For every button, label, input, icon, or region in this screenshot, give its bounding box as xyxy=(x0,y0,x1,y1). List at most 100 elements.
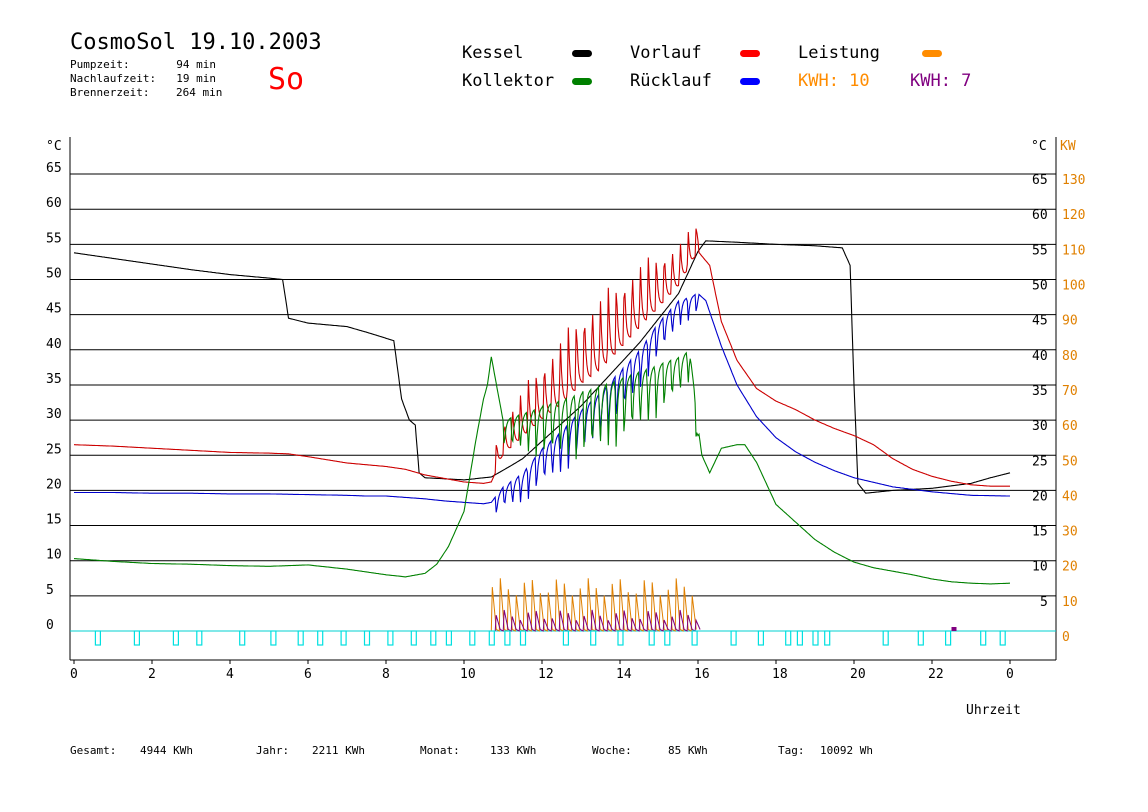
x-tick-label: 22 xyxy=(928,667,944,682)
series-line-r-cklauf xyxy=(74,293,1010,513)
x-tick-label: 2 xyxy=(148,667,156,682)
footer-label-tag: Tag: xyxy=(778,744,805,757)
x-tick-label: 8 xyxy=(382,667,390,682)
y-tick-left: 40 xyxy=(46,337,62,352)
burner-pulse xyxy=(363,630,371,646)
tick-labels: °C °C KWUhrzeit051015202530354045505560655… xyxy=(46,139,1085,718)
data-series xyxy=(73,228,1011,646)
burner-pulse xyxy=(519,630,527,646)
burner-pulse xyxy=(617,630,624,646)
y-tick-right-celsius: 40 xyxy=(1032,349,1048,364)
y-tick-right-kw: 50 xyxy=(1062,454,1078,469)
y-tick-right-kw: 0 xyxy=(1062,630,1070,645)
y-tick-right-celsius: 60 xyxy=(1032,208,1048,223)
series-line-kessel xyxy=(73,240,1011,494)
y-tick-right-kw: 10 xyxy=(1062,595,1078,610)
burner-pulse xyxy=(917,630,924,646)
series-spikes-kwh-7 xyxy=(494,609,701,632)
burner-pulse xyxy=(785,630,792,646)
y-tick-right-kw: 70 xyxy=(1062,384,1078,399)
y-tick-left: 30 xyxy=(46,407,62,422)
legend-label-kessel: Kessel xyxy=(462,43,524,63)
y-tick-right-celsius: 5 xyxy=(1040,595,1048,610)
legend-label-kwh-secondary: KWH: 7 xyxy=(910,71,972,91)
y-tick-right-kw: 30 xyxy=(1062,525,1078,540)
y-tick-left: 60 xyxy=(46,196,62,211)
burner-pulse xyxy=(387,630,394,646)
grid-lines xyxy=(70,173,1056,597)
x-tick-label: 6 xyxy=(304,667,312,682)
burner-pulse xyxy=(172,630,179,646)
x-tick-label: 18 xyxy=(772,667,788,682)
burner-pulse xyxy=(944,630,952,646)
y-tick-right-celsius: 30 xyxy=(1032,419,1048,434)
burner-pulse xyxy=(757,630,765,646)
footer-label-gesamt: Gesamt: xyxy=(70,744,117,757)
y-tick-right-kw: 100 xyxy=(1062,279,1085,294)
footer-label-woche: Woche: xyxy=(592,744,632,757)
footer-value-woche: 85 KWh xyxy=(668,744,708,757)
y-tick-left: 5 xyxy=(46,583,54,598)
y-tick-left: 20 xyxy=(46,477,62,492)
burner-pulse xyxy=(691,630,698,646)
legend-swatch-kollektor xyxy=(572,78,592,85)
legend-label-kwh-total: KWH: 10 xyxy=(798,71,870,91)
x-tick-label: 0 xyxy=(70,667,78,682)
y-tick-right-celsius: 55 xyxy=(1032,243,1048,258)
y-axis-unit-right-celsius: °C xyxy=(1031,139,1047,154)
burner-pulse xyxy=(196,630,203,646)
burner-pulse xyxy=(430,630,437,646)
y-tick-left: 25 xyxy=(46,442,62,457)
footer-value-monat: 133 KWh xyxy=(490,744,537,757)
footer-value-jahr: 2211 KWh xyxy=(312,744,365,757)
y-tick-left: 45 xyxy=(46,302,62,317)
burner-pulse xyxy=(469,630,476,646)
footer-label-jahr: Jahr: xyxy=(256,744,290,757)
burner-pulse xyxy=(562,630,570,646)
burner-pulse xyxy=(590,630,597,646)
burner-pulse xyxy=(824,630,831,646)
y-tick-right-kw: 20 xyxy=(1062,560,1078,575)
y-axis-unit-right-kw: KW xyxy=(1060,139,1076,154)
burner-pulse xyxy=(340,630,347,646)
stat-value-pumpzeit: 94 min xyxy=(176,58,216,71)
y-tick-right-celsius: 65 xyxy=(1032,173,1048,188)
y-tick-right-celsius: 10 xyxy=(1032,560,1048,575)
x-tick-label: 10 xyxy=(460,667,476,682)
y-tick-right-celsius: 35 xyxy=(1032,384,1048,399)
legend-swatch-vorlauf xyxy=(740,50,760,57)
chart-axes xyxy=(69,137,1057,664)
footer-label-monat: Monat: xyxy=(420,744,460,757)
burner-pulse xyxy=(812,630,819,646)
y-tick-right-kw: 40 xyxy=(1062,489,1078,504)
y-tick-left: 50 xyxy=(46,267,62,282)
burner-pulse xyxy=(488,630,495,646)
burner-pulse xyxy=(648,630,655,646)
y-tick-right-kw: 120 xyxy=(1062,208,1085,223)
y-tick-left: 35 xyxy=(46,372,62,387)
burner-pulse xyxy=(133,630,140,646)
legend-label-vorlauf: Vorlauf xyxy=(630,43,702,63)
footer-value-gesamt: 4944 KWh xyxy=(140,744,193,757)
series-line-vorlauf xyxy=(74,228,1010,487)
legend-swatch-ruecklauf xyxy=(740,78,760,85)
y-tick-right-kw: 60 xyxy=(1062,419,1078,434)
legend-swatch-leistung xyxy=(922,50,942,57)
legend-label-kollektor: Kollektor xyxy=(462,71,555,91)
x-tick-label: 14 xyxy=(616,667,632,682)
footer-value-tag: 10092 Wh xyxy=(820,744,873,757)
burner-pulse xyxy=(664,630,671,646)
kwh-marker xyxy=(951,627,957,631)
burner-pulse xyxy=(297,630,304,646)
y-tick-right-celsius: 50 xyxy=(1032,279,1048,294)
burner-pulse xyxy=(239,630,246,646)
burner-pulse xyxy=(445,630,452,646)
series-spikes-leistung xyxy=(490,578,697,632)
burner-pulse xyxy=(730,630,737,646)
burner-pulse xyxy=(410,630,417,646)
y-tick-right-celsius: 20 xyxy=(1032,489,1048,504)
burner-pulse xyxy=(94,630,102,646)
x-tick-label: 20 xyxy=(850,667,866,682)
stat-label-nachlaufzeit: Nachlaufzeit: xyxy=(70,72,157,85)
